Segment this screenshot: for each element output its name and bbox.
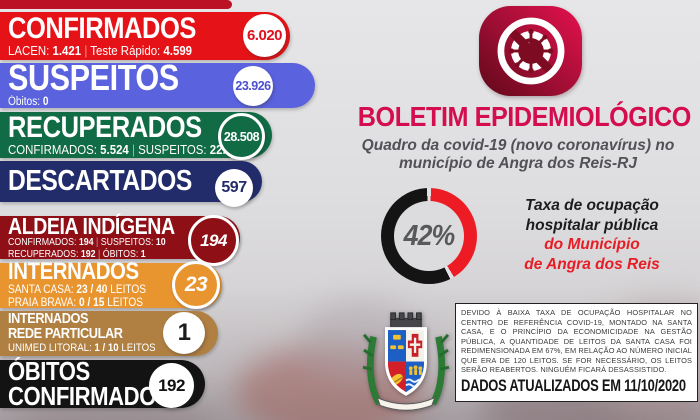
stat-badge-obitos: 192 bbox=[149, 363, 194, 408]
stat-title-block: CONFIRMADOS bbox=[8, 11, 290, 45]
no-virus-badge bbox=[479, 6, 582, 96]
occupancy-label: Taxa de ocupação hospitalar pública do Mun… bbox=[487, 196, 697, 274]
stat-badge-descartados: 597 bbox=[215, 169, 253, 207]
stat-subline: RECUPERADOS: 192 | ÓBITOS: 1 bbox=[8, 248, 146, 260]
stat-subline: CONFIRMADOS: 5.524 | SUSPEITOS: 22.984 bbox=[8, 141, 245, 157]
stat-title-block: ALDEIA INDÍGENA bbox=[8, 212, 240, 239]
stat-title: SUSPEITOS bbox=[8, 57, 179, 99]
stat-title-block: INTERNADOS bbox=[8, 258, 222, 286]
notice-text: DEVIDO À BAIXA TAXA DE OCUPAÇÃO HOSPITAL… bbox=[461, 308, 692, 375]
bulletin-title: BOLETIM EPIDEMIOLÓGICO bbox=[357, 101, 692, 132]
occupancy-line: hospitalar pública bbox=[525, 216, 659, 234]
stat-badge-aldeia: 194 bbox=[188, 215, 239, 266]
stat-badge-particular: 1 bbox=[163, 312, 205, 354]
stat-title-block: ÓBITOS CONFIRMADOS bbox=[8, 355, 205, 411]
no-virus-icon bbox=[497, 17, 564, 85]
stat-title: INTERNADOS bbox=[8, 310, 89, 328]
stat-title: RECUPERADOS bbox=[8, 110, 202, 144]
stat-subline: PRAIA BRAVA: 0 / 15 LEITOS bbox=[8, 297, 144, 310]
stat-title-block: DESCARTADOS bbox=[8, 165, 262, 198]
stat-title: CONFIRMADOS bbox=[8, 11, 196, 45]
stat-badge-confirmados: 6.020 bbox=[243, 14, 286, 57]
donut-hole bbox=[394, 201, 464, 271]
stat-title: ÓBITOS bbox=[8, 355, 90, 386]
occupancy-line: do Município bbox=[544, 236, 640, 253]
stat-subline: Óbitos: 0 bbox=[8, 96, 49, 109]
subtitle-line-1: Quadro da covid-19 (novo coronavírus) no bbox=[361, 137, 675, 154]
bulletin-subtitle: Quadro da covid-19 (novo coronavírus) no… bbox=[340, 137, 696, 173]
occupancy-line: de Angra dos Reis bbox=[524, 255, 660, 273]
stat-title-block: RECUPERADOS bbox=[8, 110, 272, 144]
occupancy-donut: 42% bbox=[381, 188, 477, 284]
notice-box: DEVIDO À BAIXA TAXA DE OCUPAÇÃO HOSPITAL… bbox=[455, 303, 698, 402]
occupancy-percent: 42% bbox=[403, 219, 456, 252]
stat-badge-suspeitos: 23.926 bbox=[233, 66, 273, 106]
stat-subline: CONFIRMADOS: 194 | SUSPEITOS: 10 bbox=[8, 236, 166, 248]
coat-of-arms bbox=[362, 312, 450, 411]
stat-badge-recuperados: 28.508 bbox=[218, 113, 265, 160]
stat-badge-internados: 23 bbox=[172, 261, 220, 309]
data-updated-label: DADOS ATUALIZADOS EM 11/10/2020 bbox=[461, 375, 686, 395]
occupancy-line: Taxa de ocupação bbox=[525, 197, 659, 214]
stat-title: INTERNADOS bbox=[8, 258, 139, 286]
stat-bar-confirmados: CONFIRMADOS LACEN: 1.421 | Teste Rápido: … bbox=[0, 12, 290, 60]
cropped-bar-top bbox=[0, 0, 232, 9]
stat-subline: UNIMED LITORAL: 1 / 10 LEITOS bbox=[8, 341, 156, 354]
header: BOLETIM EPIDEMIOLÓGICO Quadro da covid-1… bbox=[340, 101, 696, 173]
stat-title: DESCARTADOS bbox=[8, 165, 192, 198]
stat-subline: LACEN: 1.421 | Teste Rápido: 4.599 bbox=[8, 42, 193, 58]
stat-title: CONFIRMADOS bbox=[8, 381, 171, 411]
stat-title: REDE PARTICULAR bbox=[8, 325, 123, 343]
stat-title: ALDEIA INDÍGENA bbox=[8, 212, 175, 239]
stat-title-block: INTERNADOS REDE PARTICULAR bbox=[8, 312, 218, 341]
subtitle-line-2: município de Angra dos Reis-RJ bbox=[399, 155, 637, 172]
stat-title-block: SUSPEITOS bbox=[8, 57, 315, 99]
stat-subline: SANTA CASA: 23 / 40 LEITOS bbox=[8, 283, 147, 296]
